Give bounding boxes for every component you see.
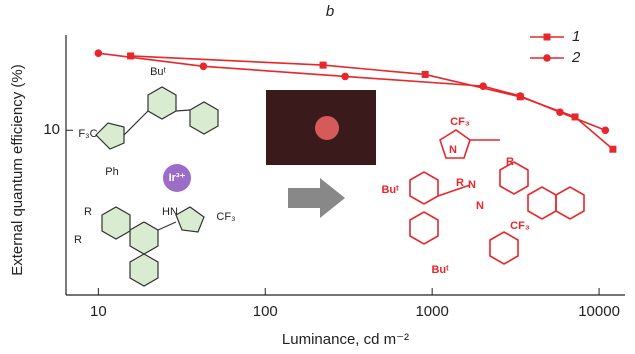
molecule-right — [410, 130, 584, 264]
annotation: CF₃ — [216, 211, 235, 223]
marker — [602, 126, 610, 134]
marker — [341, 73, 349, 81]
legend-label: 2 — [571, 49, 581, 66]
annotation: Buᵗ — [381, 184, 399, 196]
y-tick-label: 10 — [43, 121, 60, 138]
annotation: N — [449, 144, 457, 156]
chart: 10 100 1000 10000 10 b Luminance, cd m⁻² Extern… — [0, 0, 635, 354]
molecule-left — [96, 87, 218, 286]
marker — [609, 146, 616, 153]
annotation: Buᵗ — [150, 66, 166, 78]
chart-title: b — [326, 3, 334, 20]
annotation: R — [84, 206, 92, 218]
legend-marker — [543, 54, 551, 62]
annotation: F₃C — [78, 128, 97, 140]
marker — [320, 62, 327, 69]
marker — [516, 92, 524, 100]
y-axis-label: External quantum efficiency (%) — [9, 64, 26, 276]
annotation: R — [74, 234, 82, 246]
x-tick-label: 10 — [90, 303, 107, 320]
annotation: Buᵗ — [431, 264, 449, 276]
annotation: N — [468, 179, 476, 191]
marker — [422, 71, 429, 78]
legend-label: 1 — [572, 28, 580, 45]
annotation: R — [506, 156, 514, 168]
annotation: R — [456, 177, 464, 189]
marker — [200, 63, 208, 71]
annotation: CF₃ — [450, 116, 470, 128]
marker — [556, 108, 564, 116]
legend-marker — [544, 34, 551, 41]
marker — [95, 49, 103, 57]
arrow — [288, 178, 345, 218]
marker — [127, 52, 134, 59]
device-glow — [315, 116, 339, 140]
annotation: HN — [162, 206, 178, 218]
annotation: N — [476, 200, 484, 212]
marker — [479, 82, 487, 90]
annotation: Ir³⁺ — [169, 172, 186, 184]
x-tick-label: 100 — [253, 303, 278, 320]
annotation: CF₃ — [510, 220, 530, 232]
x-axis-label: Luminance, cd m⁻² — [282, 331, 409, 348]
annotation: Ph — [105, 166, 118, 178]
x-tick-label: 1000 — [415, 303, 448, 320]
x-tick-label: 10000 — [578, 303, 620, 320]
